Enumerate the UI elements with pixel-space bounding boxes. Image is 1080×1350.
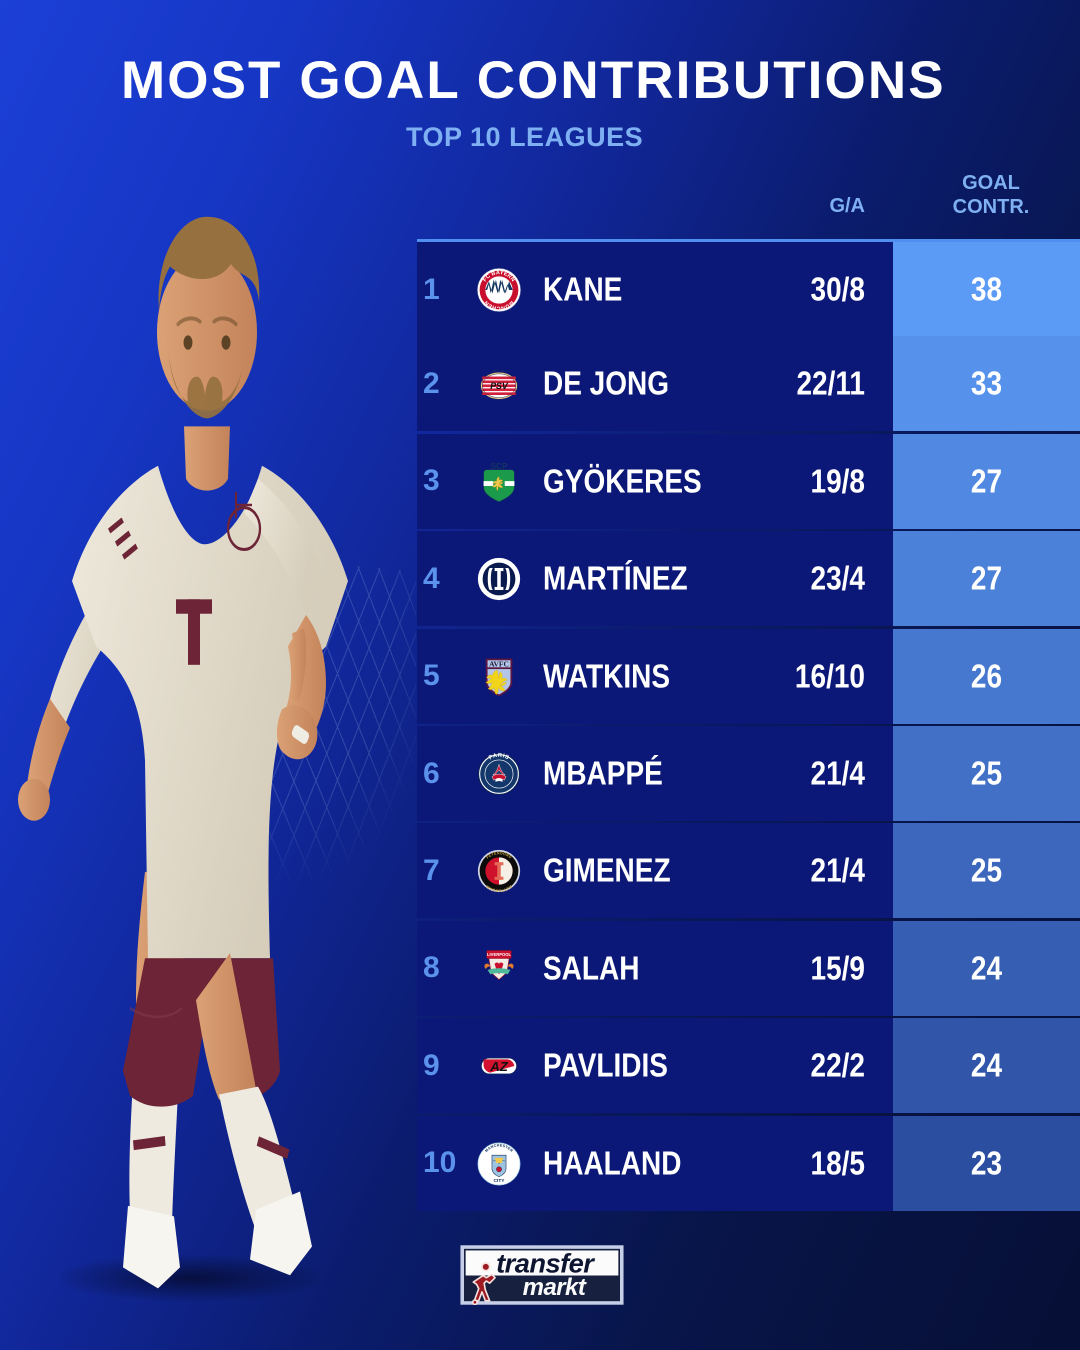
svg-text:SCP: SCP bbox=[490, 461, 508, 471]
svg-text:★: ★ bbox=[492, 369, 497, 375]
svg-text:transfer: transfer bbox=[496, 1247, 595, 1278]
svg-text:CITY: CITY bbox=[494, 1178, 506, 1184]
svg-text:AVFC: AVFC bbox=[489, 659, 509, 668]
svg-text:LIVERPOOL: LIVERPOOL bbox=[487, 952, 511, 957]
svg-text:AZ: AZ bbox=[489, 1059, 509, 1074]
svg-text:markt: markt bbox=[523, 1274, 587, 1301]
svg-text:★: ★ bbox=[500, 369, 505, 375]
svg-text:PSV: PSV bbox=[490, 381, 509, 391]
